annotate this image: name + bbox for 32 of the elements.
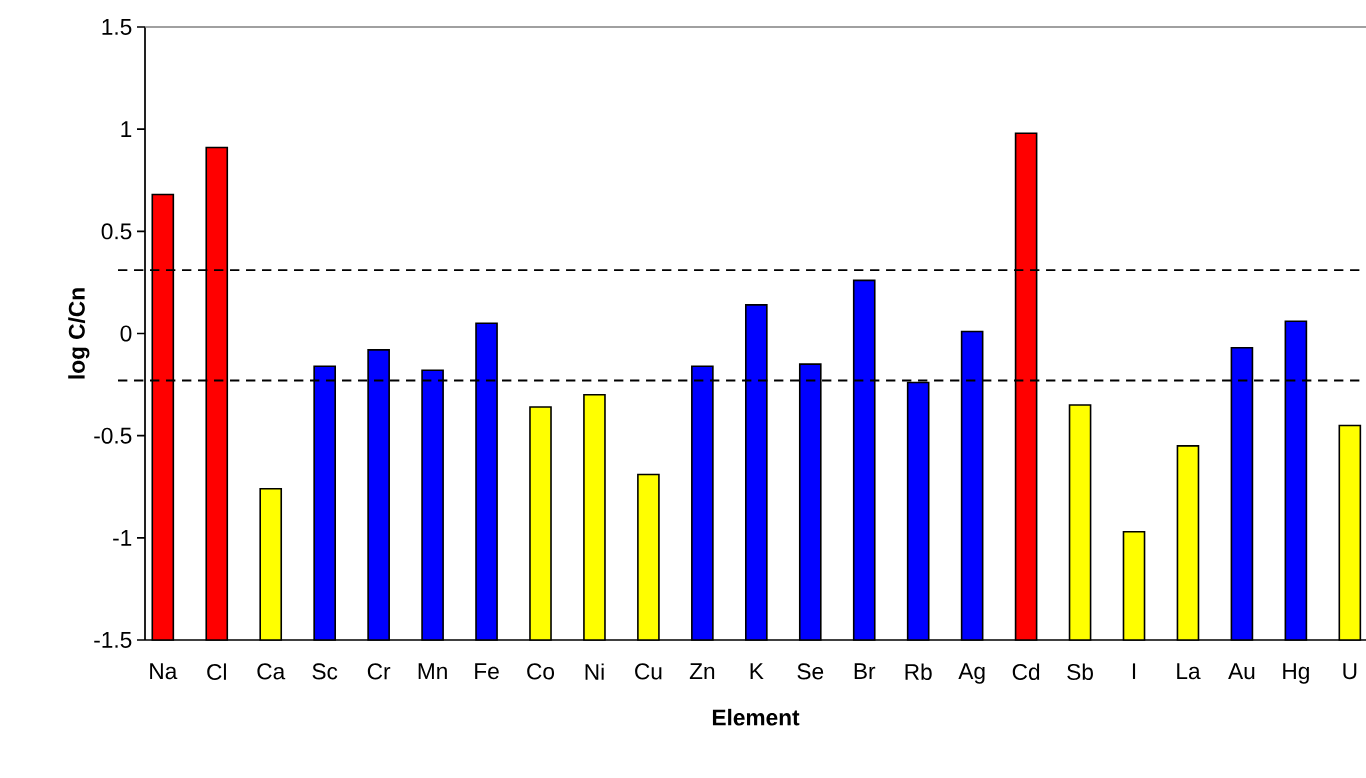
y-tick-label: -0.5 bbox=[94, 427, 132, 444]
x-tick-label: Mn bbox=[418, 663, 447, 679]
x-tick-label: La bbox=[1177, 663, 1201, 680]
x-axis-title: Element bbox=[712, 708, 800, 726]
y-tick-label: 0.5 bbox=[101, 223, 132, 240]
x-tick-label: Zn bbox=[689, 663, 715, 679]
x-tick-label: Cr bbox=[367, 663, 391, 680]
y-tick-label: -1.5 bbox=[94, 632, 132, 648]
x-tick-label: Ag bbox=[958, 663, 985, 684]
x-tick-label: Sb bbox=[1067, 663, 1093, 681]
y-tick-label: 0 bbox=[120, 325, 132, 342]
y-tick-label: 1.5 bbox=[102, 19, 132, 35]
x-tick-label: Cd bbox=[1012, 663, 1040, 681]
y-tick-label: 1 bbox=[121, 121, 132, 137]
x-tick-label: Ca bbox=[257, 663, 286, 680]
y-axis-title: log C/Cn bbox=[68, 288, 90, 379]
x-tick-label: U bbox=[1343, 663, 1357, 680]
x-tick-label: Rb bbox=[905, 663, 932, 681]
x-tick-label: Co bbox=[527, 663, 555, 680]
x-tick-label: Cu bbox=[635, 663, 662, 680]
x-tick-label: Na bbox=[150, 663, 178, 680]
x-tick-label: Sc bbox=[312, 663, 338, 680]
x-tick-label: Se bbox=[797, 663, 824, 680]
x-tick-label: Hg bbox=[1283, 663, 1309, 684]
x-tick-label: Fe bbox=[475, 663, 499, 680]
x-tick-label: Au bbox=[1228, 663, 1255, 680]
x-tick-label: Cl bbox=[207, 663, 226, 681]
x-tick-label: Ni bbox=[585, 663, 604, 680]
y-tick-label: -1 bbox=[113, 530, 132, 546]
x-tick-label: I bbox=[1132, 663, 1136, 679]
x-tick-label: Br bbox=[854, 663, 876, 679]
x-tick-label: K bbox=[750, 663, 764, 679]
